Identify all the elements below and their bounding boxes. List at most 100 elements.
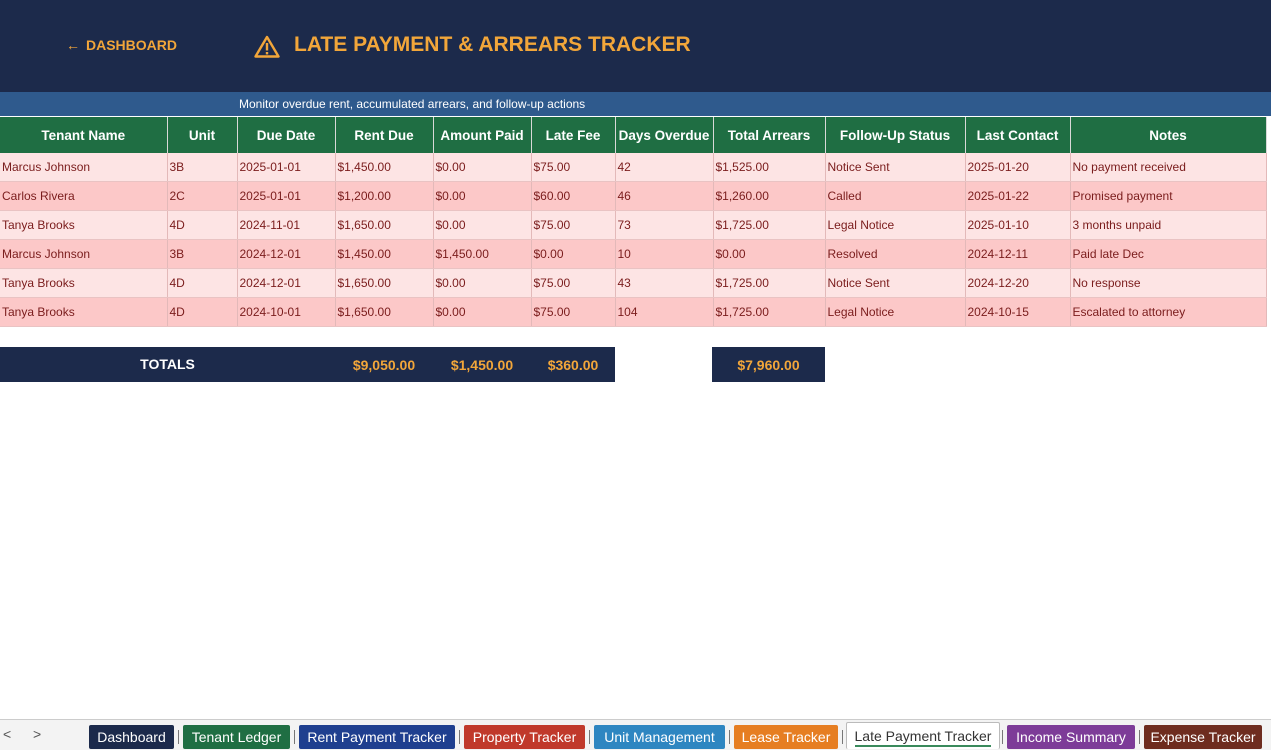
table-cell[interactable]: 4D: [167, 210, 238, 240]
table-cell[interactable]: 2024-10-15: [965, 297, 1071, 327]
table-cell[interactable]: $75.00: [531, 297, 616, 327]
tab-income-summary[interactable]: Income Summary: [1007, 725, 1135, 749]
table-cell[interactable]: $1,450.00: [335, 239, 434, 269]
table-cell[interactable]: Tanya Brooks: [0, 297, 168, 327]
table-cell[interactable]: $75.00: [531, 210, 616, 240]
table-cell[interactable]: 2024-11-01: [237, 210, 336, 240]
page-title: LATE PAYMENT & ARREARS TRACKER: [294, 33, 691, 56]
table-cell[interactable]: $1,525.00: [713, 153, 826, 182]
table-cell[interactable]: 2C: [167, 181, 238, 211]
table-cell[interactable]: $75.00: [531, 268, 616, 298]
table-cell[interactable]: Escalated to attorney: [1070, 297, 1267, 327]
table-cell[interactable]: $0.00: [433, 181, 532, 211]
table-cell[interactable]: $0.00: [531, 239, 616, 269]
table-cell[interactable]: 104: [615, 297, 714, 327]
table-cell[interactable]: Legal Notice: [825, 210, 966, 240]
table-cell[interactable]: 2025-01-01: [237, 153, 336, 182]
total-amount-paid[interactable]: $1,450.00: [450, 357, 514, 373]
table-cell[interactable]: Tanya Brooks: [0, 210, 168, 240]
tab-scroll-left-button[interactable]: <: [3, 726, 12, 742]
table-cell[interactable]: $1,200.00: [335, 181, 434, 211]
table-cell[interactable]: $1,725.00: [713, 210, 826, 240]
tab-late-payment-tracker[interactable]: Late Payment Tracker: [846, 722, 1000, 749]
table-cell[interactable]: Notice Sent: [825, 153, 966, 182]
subtitle-bar: Monitor overdue rent, accumulated arrear…: [0, 92, 1271, 116]
table-cell[interactable]: 2025-01-20: [965, 153, 1071, 182]
table-cell[interactable]: 42: [615, 153, 714, 182]
table-cell[interactable]: $0.00: [433, 297, 532, 327]
table-cell[interactable]: 2024-12-20: [965, 268, 1071, 298]
table-cell[interactable]: $1,725.00: [713, 297, 826, 327]
table-cell[interactable]: Marcus Johnson: [0, 239, 168, 269]
table-cell[interactable]: Promised payment: [1070, 181, 1267, 211]
table-cell[interactable]: Marcus Johnson: [0, 153, 168, 182]
table-cell[interactable]: 43: [615, 268, 714, 298]
table-cell[interactable]: 2024-10-01: [237, 297, 336, 327]
tab-expense-tracker[interactable]: Expense Tracker: [1144, 725, 1262, 749]
table-cell[interactable]: 4D: [167, 268, 238, 298]
column-header[interactable]: Follow-Up Status: [825, 117, 966, 153]
table-cell[interactable]: Called: [825, 181, 966, 211]
table-cell[interactable]: $1,260.00: [713, 181, 826, 211]
header-bar: ← DASHBOARD LATE PAYMENT & ARREARS TRACKE…: [0, 0, 1271, 92]
table-cell[interactable]: Legal Notice: [825, 297, 966, 327]
column-header[interactable]: Total Arrears: [713, 117, 826, 153]
table-cell[interactable]: $1,650.00: [335, 268, 434, 298]
tab-dashboard[interactable]: Dashboard: [89, 725, 174, 749]
table-cell[interactable]: $1,650.00: [335, 297, 434, 327]
tab-rent-payment-tracker[interactable]: Rent Payment Tracker: [299, 725, 455, 749]
table-cell[interactable]: 3 months unpaid: [1070, 210, 1267, 240]
table-cell[interactable]: Resolved: [825, 239, 966, 269]
column-header[interactable]: Amount Paid: [433, 117, 532, 153]
column-header[interactable]: Rent Due: [335, 117, 434, 153]
table-cell[interactable]: Carlos Rivera: [0, 181, 168, 211]
tab-tenant-ledger[interactable]: Tenant Ledger: [183, 725, 290, 749]
tab-label: Tenant Ledger: [191, 729, 282, 745]
column-header[interactable]: Days Overdue: [615, 117, 714, 153]
column-header[interactable]: Tenant Name: [0, 117, 168, 153]
table-cell[interactable]: No payment received: [1070, 153, 1267, 182]
table-cell[interactable]: 2024-12-11: [965, 239, 1071, 269]
table-cell[interactable]: $60.00: [531, 181, 616, 211]
table-cell[interactable]: Paid late Dec: [1070, 239, 1267, 269]
table-cell[interactable]: $1,450.00: [335, 153, 434, 182]
column-header[interactable]: Notes: [1070, 117, 1267, 153]
total-late-fee[interactable]: $360.00: [547, 357, 599, 373]
column-header[interactable]: Late Fee: [531, 117, 616, 153]
table-cell[interactable]: 3B: [167, 239, 238, 269]
table-cell[interactable]: 2024-12-01: [237, 268, 336, 298]
tab-property-tracker[interactable]: Property Tracker: [464, 725, 585, 749]
table-cell[interactable]: $1,725.00: [713, 268, 826, 298]
table-cell[interactable]: $1,450.00: [433, 239, 532, 269]
table-cell[interactable]: 46: [615, 181, 714, 211]
column-header[interactable]: Last Contact: [965, 117, 1071, 153]
table-cell[interactable]: 2024-12-01: [237, 239, 336, 269]
table-cell[interactable]: Tanya Brooks: [0, 268, 168, 298]
table-cell[interactable]: No response: [1070, 268, 1267, 298]
table-cell[interactable]: 10: [615, 239, 714, 269]
tab-lease-tracker[interactable]: Lease Tracker: [734, 725, 838, 749]
table-row: Tanya Brooks 4D 2024-10-01 $1,650.00 $0.…: [0, 297, 1267, 327]
table-cell[interactable]: 73: [615, 210, 714, 240]
table-cell[interactable]: $0.00: [713, 239, 826, 269]
table-cell[interactable]: $0.00: [433, 268, 532, 298]
table-cell[interactable]: 2025-01-10: [965, 210, 1071, 240]
total-arrears[interactable]: $7,960.00: [737, 357, 800, 373]
table-cell[interactable]: 3B: [167, 153, 238, 182]
table-cell[interactable]: $0.00: [433, 153, 532, 182]
total-rent-due[interactable]: $9,050.00: [352, 357, 416, 373]
warning-icon: [254, 35, 280, 58]
table-cell[interactable]: $1,650.00: [335, 210, 434, 240]
table-cell[interactable]: 2025-01-22: [965, 181, 1071, 211]
column-header[interactable]: Unit: [167, 117, 238, 153]
table-row: Marcus Johnson 3B 2024-12-01 $1,450.00 $…: [0, 239, 1267, 269]
tab-scroll-right-button[interactable]: >: [33, 726, 42, 742]
tab-unit-management[interactable]: Unit Management: [594, 725, 725, 749]
table-cell[interactable]: $0.00: [433, 210, 532, 240]
table-cell[interactable]: 4D: [167, 297, 238, 327]
table-cell[interactable]: Notice Sent: [825, 268, 966, 298]
column-header[interactable]: Due Date: [237, 117, 336, 153]
back-to-dashboard-link[interactable]: ← DASHBOARD: [66, 37, 177, 53]
table-cell[interactable]: $75.00: [531, 153, 616, 182]
table-cell[interactable]: 2025-01-01: [237, 181, 336, 211]
